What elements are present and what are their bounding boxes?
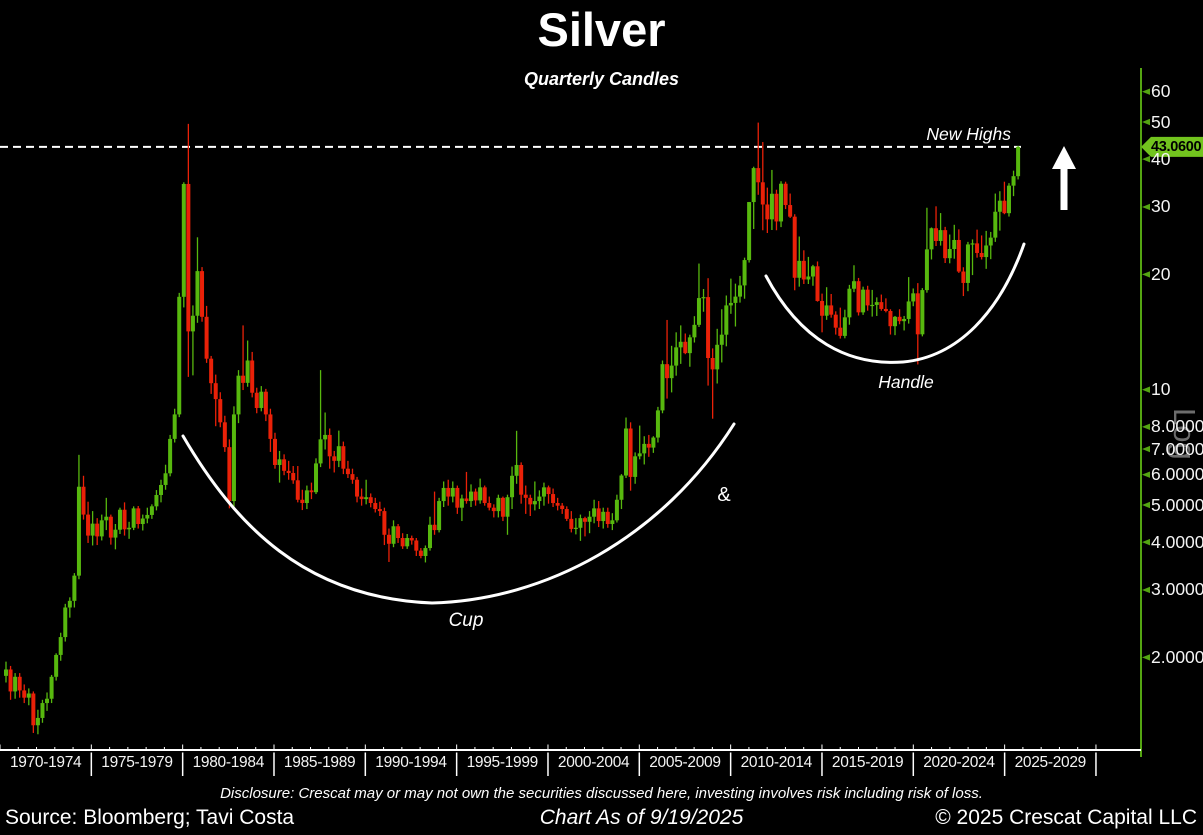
y-axis-label: 50 (1151, 111, 1171, 132)
new-highs-label: New Highs (926, 124, 1011, 144)
x-axis-label: 2015-2019 (831, 754, 904, 771)
log-scale-indicator: Log (1167, 408, 1202, 460)
cup-label: Cup (448, 610, 484, 631)
y-axis-label: 5.0000 (1151, 494, 1203, 515)
x-axis-label: 2005-2009 (649, 754, 721, 771)
y-axis-label: 4.0000 (1151, 531, 1203, 552)
last-price-tag: 43.0600 (1151, 139, 1202, 155)
y-axis-label: 8.0000 (1151, 416, 1203, 437)
y-axis-label: 2.0000 (1151, 646, 1203, 667)
chart-as-of-date: Chart As of 9/19/2025 (539, 806, 744, 829)
up-arrow-icon (1052, 146, 1076, 210)
handle-curve (764, 242, 1026, 364)
x-axis-label: 2000-2004 (557, 754, 630, 771)
y-axis-label: 10 (1151, 379, 1171, 400)
y-axis-label: 60 (1151, 81, 1171, 102)
handle-label: Handle (878, 372, 934, 392)
ampersand-label: & (717, 484, 731, 506)
x-axis-label: 1975-1979 (101, 754, 173, 771)
x-axis-label: 1980-1984 (192, 754, 265, 771)
x-axis-label: 1970-1974 (9, 754, 82, 771)
x-axis-label: 1985-1989 (283, 754, 356, 771)
chart-subtitle: Quarterly Candles (523, 69, 680, 89)
candles (4, 122, 1021, 735)
cup-curve (181, 422, 736, 605)
y-axis-label: 30 (1151, 196, 1171, 217)
page-title: Silver (537, 3, 666, 56)
x-axis-label: 2010-2014 (740, 754, 813, 771)
y-axis (1140, 68, 1150, 757)
x-axis-label: 1995-1999 (466, 754, 539, 771)
y-axis-label: 6.0000 (1151, 464, 1203, 485)
y-axis-label: 40 (1151, 148, 1171, 169)
source-credit: Source: Bloomberg; Tavi Costa (5, 806, 295, 829)
disclosure-text: Disclosure: Crescat may or may not own t… (220, 785, 983, 802)
x-axis-label: 2020-2024 (923, 754, 995, 771)
copyright-notice: © 2025 Crescat Capital LLC (935, 806, 1197, 829)
y-axis-label: 20 (1151, 263, 1171, 284)
x-axis-label: 2025-2029 (1014, 754, 1087, 771)
y-axis-label: 7.0000 (1151, 438, 1203, 459)
y-axis-label: 3.0000 (1151, 579, 1203, 600)
price-tag (1141, 136, 1203, 157)
x-axis-label: 1990-1994 (375, 754, 447, 771)
x-axis (0, 744, 1141, 776)
